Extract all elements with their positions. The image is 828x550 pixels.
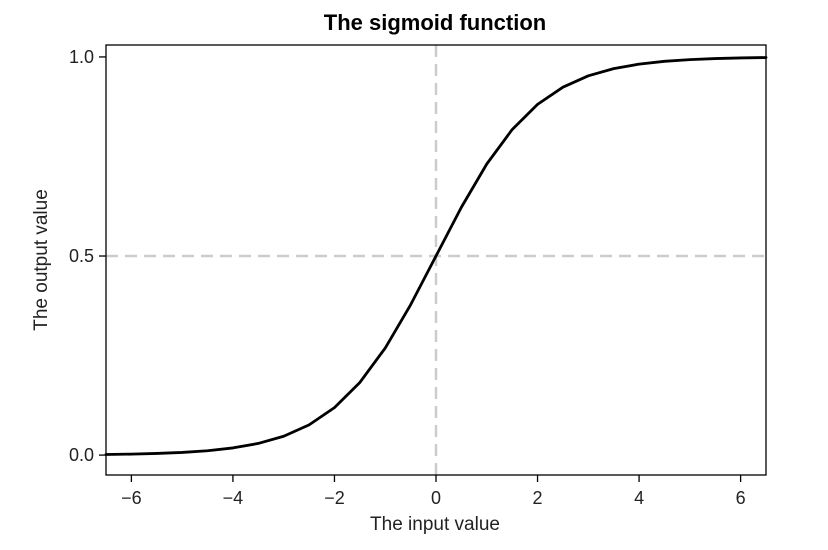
y-axis-label: The output value: [31, 189, 52, 331]
y-tick-label: 1.0: [69, 47, 94, 67]
x-axis-label: The input value: [370, 514, 500, 535]
chart-title: The sigmoid function: [324, 10, 546, 35]
series-layer: [104, 56, 768, 456]
x-tick-label: 2: [533, 488, 543, 508]
y-axis: 0.0 0.5 1.0: [69, 47, 106, 465]
y-tick-label: 0.5: [69, 246, 94, 266]
x-tick-label: −4: [223, 488, 244, 508]
x-axis: −6 −4 −2 0 2 4 6: [121, 475, 746, 508]
y-tick-label: 0.0: [69, 445, 94, 465]
x-tick-label: 0: [431, 488, 441, 508]
x-tick-label: −6: [121, 488, 142, 508]
x-tick-label: 6: [736, 488, 746, 508]
x-tick-label: −2: [324, 488, 345, 508]
sigmoid-curve: [104, 56, 768, 456]
reference-lines: [106, 45, 766, 475]
x-tick-label: 4: [634, 488, 644, 508]
